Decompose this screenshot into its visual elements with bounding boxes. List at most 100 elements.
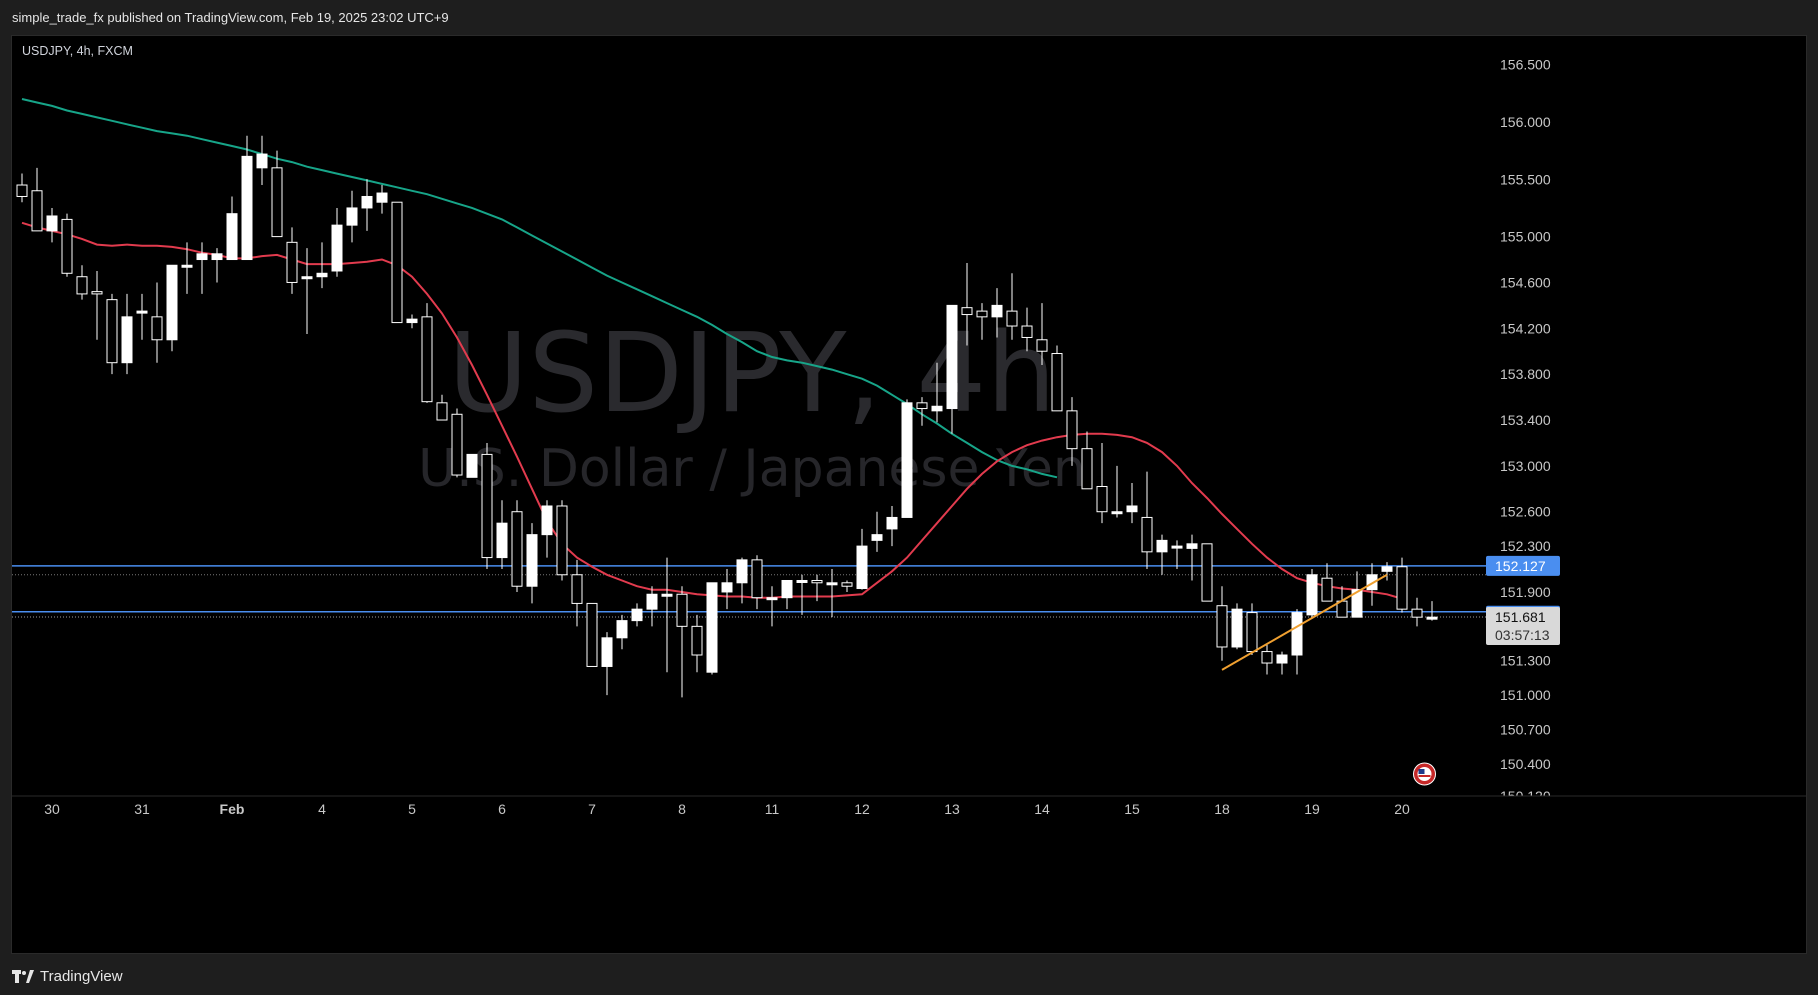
candle-body-down <box>961 307 973 316</box>
candle-body-up <box>226 213 238 261</box>
watermark-subtitle: U.S. Dollar / Japanese Yen <box>418 439 1086 499</box>
candle <box>256 135 268 186</box>
candle-body-up <box>1276 654 1288 664</box>
candle <box>1291 609 1303 675</box>
candle-body-down <box>1081 448 1093 490</box>
candle <box>1186 534 1198 581</box>
candle <box>811 574 823 602</box>
time-tick-label: 31 <box>134 801 150 817</box>
candle <box>61 213 73 277</box>
price-tick-label: 150.400 <box>1500 756 1551 772</box>
candle-body-down <box>916 402 928 410</box>
trend-line[interactable] <box>1221 573 1388 671</box>
price-tick-label: 156.500 <box>1500 57 1551 73</box>
candle-body-down <box>1021 325 1033 338</box>
candle <box>616 614 628 650</box>
candle <box>241 135 253 261</box>
candle <box>1411 597 1423 627</box>
candle <box>406 314 418 329</box>
candle <box>1006 273 1018 340</box>
candle <box>316 242 328 289</box>
us-flag-icon-canton <box>1418 769 1425 774</box>
price-tick-label: 151.900 <box>1500 584 1551 600</box>
us-flag-icon[interactable] <box>1413 762 1436 786</box>
candle-body-up <box>721 582 733 593</box>
candle <box>1351 571 1363 618</box>
candle <box>916 397 928 426</box>
candle <box>361 179 373 231</box>
candle-body-up <box>946 304 958 410</box>
chart-area[interactable]: USDJPY, 4h U.S. Dollar / Japanese Yen 15… <box>11 35 1807 954</box>
candle <box>286 227 298 294</box>
time-tick-label: 14 <box>1034 801 1050 817</box>
candle-body-down <box>556 505 568 576</box>
candle-body-down <box>811 579 823 584</box>
time-tick-label: 18 <box>1214 801 1230 817</box>
candle-body-up <box>871 534 883 541</box>
us-flag-icon-stripe <box>1418 775 1431 777</box>
candle <box>1276 651 1288 675</box>
candle-body-down <box>76 276 88 295</box>
candle <box>1021 307 1033 352</box>
price-tick-label: 156.000 <box>1500 114 1551 130</box>
candle <box>646 586 658 627</box>
candles <box>16 135 1438 698</box>
candle <box>946 304 958 434</box>
candle <box>46 207 58 243</box>
price-tick-label: 152.300 <box>1500 538 1551 554</box>
candle <box>496 500 508 570</box>
candle <box>1396 557 1408 613</box>
candle-body-up <box>1186 543 1198 549</box>
candle-body-up <box>631 608 643 622</box>
candle <box>961 262 973 346</box>
candle-body-down <box>1396 566 1408 610</box>
candle <box>766 586 778 627</box>
candle-body-down <box>286 241 298 283</box>
price-tick-label: 151.000 <box>1500 687 1551 703</box>
candle-body-up <box>301 276 313 280</box>
candle-body-up <box>796 579 808 583</box>
candle <box>1216 586 1228 661</box>
candle-body-up <box>541 505 553 536</box>
candle <box>1096 442 1108 524</box>
tradingview-logo[interactable]: TradingView <box>12 968 123 985</box>
time-tick-label: 15 <box>1124 801 1140 817</box>
candle-body-up <box>316 272 328 278</box>
candle-body-up <box>991 304 1003 318</box>
candle <box>931 362 943 423</box>
candle <box>901 399 913 518</box>
candle-body-up <box>241 155 253 261</box>
price-tick-label: 153.400 <box>1500 412 1551 428</box>
time-tick-label: 20 <box>1394 801 1410 817</box>
candle-body-up <box>1306 574 1318 616</box>
candle <box>751 555 763 610</box>
candle <box>736 557 748 604</box>
candle <box>826 569 838 618</box>
time-axis[interactable]: 30 31 Feb 4 5 6 7 8 11 12 13 14 15 18 19 20 <box>12 795 1807 954</box>
candle-body-down <box>841 582 853 587</box>
upper-line-price-tag: 152.127 <box>1495 558 1546 574</box>
time-tick-label: 11 <box>765 801 780 817</box>
candle-body-down <box>691 625 703 656</box>
candle-body-down <box>91 291 103 295</box>
candle <box>1081 431 1093 490</box>
last-price-tag: 151.681 <box>1495 609 1546 625</box>
candle <box>136 293 148 340</box>
trend-line-layer[interactable] <box>1221 573 1388 671</box>
candle-body-down <box>1411 608 1423 618</box>
upper-line-price-tag-bg <box>1486 555 1560 576</box>
candle-body-up <box>601 637 613 667</box>
candle <box>976 303 988 340</box>
price-tick-label: 153.800 <box>1500 366 1551 382</box>
candle <box>1141 471 1153 570</box>
candle <box>541 500 553 558</box>
candle <box>556 500 568 581</box>
candle-body-up <box>46 215 58 232</box>
candle-body-up <box>136 310 148 314</box>
candle-body-up <box>181 264 193 268</box>
candle <box>226 196 238 261</box>
footer-bar: TradingView <box>0 958 1818 995</box>
candlestick-chart[interactable]: USDJPY, 4h U.S. Dollar / Japanese Yen 15… <box>12 36 1807 954</box>
candle <box>196 242 208 294</box>
